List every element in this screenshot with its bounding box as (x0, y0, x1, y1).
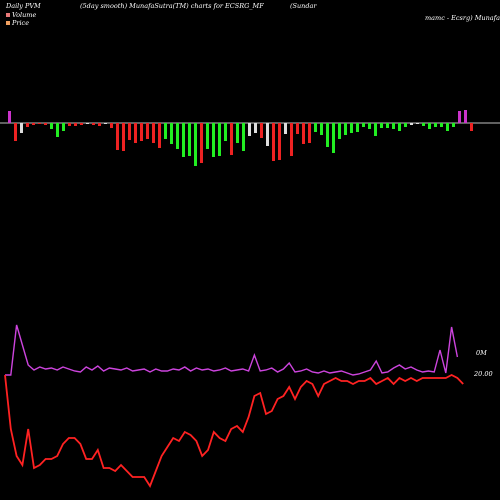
price-line (4, 373, 464, 488)
pvm-bar (68, 123, 71, 126)
pvm-bar (140, 123, 143, 141)
pvm-bar (350, 123, 353, 133)
pvm-bar (230, 123, 233, 155)
pvm-bar (284, 123, 287, 134)
pvm-bar (344, 123, 347, 135)
pvm-bar (356, 123, 359, 132)
pvm-bar (314, 123, 317, 132)
pvm-bar (434, 123, 437, 127)
legend-price: Price (6, 19, 29, 27)
pvm-bar (290, 123, 293, 156)
pvm-bar (368, 123, 371, 129)
pvm-bar (320, 123, 323, 135)
pvm-bar (266, 123, 269, 146)
pvm-bar (260, 123, 263, 138)
pvm-bar (14, 123, 17, 141)
volume-axis-label: 0M (476, 349, 487, 357)
pvm-bar (176, 123, 179, 149)
pvm-bar (194, 123, 197, 166)
legend-price-swatch (6, 21, 10, 25)
pvm-bar (182, 123, 185, 157)
legend-price-label: Price (12, 19, 30, 27)
pvm-bar (116, 123, 119, 150)
pvm-bar (362, 123, 365, 127)
pvm-bar (8, 111, 11, 123)
price-axis-label: 20.00 (473, 370, 493, 378)
pvm-bar (104, 123, 107, 124)
chart-title-main: (5day smooth) MunafaSutra(TM) charts for… (80, 2, 264, 10)
volume-line (5, 324, 459, 376)
chart-title-right: (Sundar (290, 2, 317, 10)
pvm-bar (278, 123, 281, 160)
pvm-bar (56, 123, 59, 137)
pvm-bar (38, 123, 41, 124)
legend-volume-swatch (6, 13, 10, 17)
pvm-bar (464, 110, 467, 123)
pvm-bar (146, 123, 149, 139)
pvm-bar (392, 123, 395, 129)
chart-title-left: Daily PVM (6, 2, 41, 10)
pvm-bar (80, 123, 83, 125)
pvm-bar (410, 123, 413, 125)
pvm-bar (242, 123, 245, 151)
pvm-bar (404, 123, 407, 127)
pvm-bar (236, 123, 239, 143)
pvm-bar (338, 123, 341, 139)
pvm-bar (20, 123, 23, 133)
pvm-bar (452, 123, 455, 127)
chart-title-right-cont: mamc - Ecsrg) MunafaSutr (425, 14, 500, 22)
pvm-bar (206, 123, 209, 149)
pvm-bar (122, 123, 125, 151)
pvm-bar (296, 123, 299, 134)
pvm-bar (164, 123, 167, 139)
pvm-bar (248, 123, 251, 136)
pvm-bar (374, 123, 377, 136)
legend-volume: Volume (6, 11, 36, 19)
pvm-bar (134, 123, 137, 143)
pvm-bar (254, 123, 257, 133)
pvm-bar (458, 111, 461, 123)
pvm-bar (62, 123, 65, 131)
pvm-bar (74, 123, 77, 126)
legend-volume-label: Volume (12, 11, 37, 19)
pvm-bar (200, 123, 203, 163)
pvm-bar (308, 123, 311, 143)
pvm-bar (98, 123, 101, 126)
pvm-bar (212, 123, 215, 157)
pvm-bar (398, 123, 401, 131)
pvm-bar (326, 123, 329, 147)
pvm-bar (26, 123, 29, 127)
pvm-bar (110, 123, 113, 128)
pvm-bar (422, 123, 425, 126)
pvm-bar (386, 123, 389, 128)
pvm-bar (44, 123, 47, 125)
pvm-bar (92, 123, 95, 125)
pvm-bar (170, 123, 173, 144)
pvm-bar (50, 123, 53, 129)
pvm-bar (158, 123, 161, 148)
pvm-bar (380, 123, 383, 128)
pvm-bar (86, 123, 89, 124)
pvm-bar (446, 123, 449, 131)
pvm-bar (32, 123, 35, 125)
pvm-bar (416, 123, 419, 124)
pvm-bar (218, 123, 221, 156)
pvm-bar (440, 123, 443, 127)
pvm-bar (224, 123, 227, 141)
pvm-bar (470, 123, 473, 131)
pvm-bar (272, 123, 275, 161)
pvm-bar (302, 123, 305, 144)
pvm-bar (332, 123, 335, 153)
pvm-bar (152, 123, 155, 143)
pvm-bar (128, 123, 131, 140)
pvm-bar (428, 123, 431, 129)
pvm-bar (188, 123, 191, 156)
